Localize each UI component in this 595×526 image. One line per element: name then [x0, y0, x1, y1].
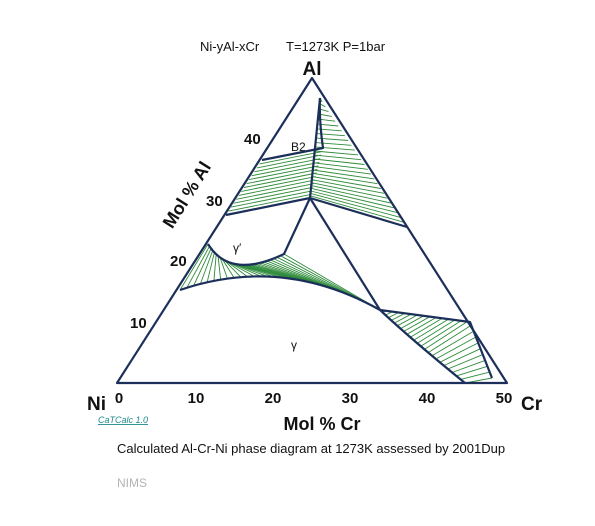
tie-line [456, 365, 488, 377]
bottom-axis-ticks: 0 10 20 30 40 50 [115, 390, 513, 407]
tie-line [313, 162, 368, 170]
gamma-alpha-boundary-upper [379, 308, 494, 379]
tick-label: 30 [342, 390, 359, 407]
tie-line [311, 179, 385, 194]
tie-line [312, 172, 378, 185]
tie-line [403, 316, 431, 332]
corner-label-ni: Ni [87, 394, 106, 415]
tie-line [447, 354, 483, 370]
composition-triangle [115, 76, 509, 385]
tie-line [406, 317, 437, 335]
tie-line [237, 264, 282, 278]
tie-line [193, 248, 212, 286]
tie-line [228, 193, 311, 212]
conditions-label: T=1273K P=1bar [286, 39, 386, 54]
tie-line [217, 255, 222, 280]
corner-label-cr: Cr [521, 394, 543, 415]
tie-line [315, 142, 352, 146]
tie-line [243, 264, 295, 280]
tick-label: 40 [244, 131, 261, 148]
tick-label: 50 [496, 390, 513, 407]
system-label: Ni-yAl-xCr [200, 39, 260, 54]
tie-line [236, 183, 314, 200]
tie-line [410, 317, 443, 338]
tie-line [213, 254, 217, 281]
tie-line [241, 176, 316, 192]
tie-line [443, 348, 481, 367]
three-phase-edge-right [309, 197, 381, 311]
phase-label-b2: B2 [291, 140, 306, 154]
tie-line [435, 336, 477, 360]
tie-line [427, 324, 472, 353]
tie-line [232, 263, 268, 278]
phase-boundaries [179, 97, 494, 384]
phase-label-gamma: γ [291, 338, 297, 352]
tie-line [400, 315, 424, 329]
tie-line [310, 195, 404, 223]
tie-line [413, 318, 449, 341]
tie-line [313, 158, 365, 165]
gamma-alpha-boundary-lower [379, 309, 466, 384]
tie-line [231, 190, 312, 208]
tie-line [391, 312, 406, 321]
tie-line [243, 172, 317, 188]
tie-line [424, 321, 468, 350]
tie-line [249, 165, 319, 181]
tie-line [179, 243, 209, 291]
tie-line [397, 314, 418, 327]
tie-line [251, 161, 320, 177]
tie-lines [179, 97, 493, 384]
tie-line [311, 182, 388, 199]
corner-label-al: Al [303, 59, 322, 80]
tick-label: 10 [130, 315, 147, 332]
tie-line [199, 250, 214, 285]
tick-label: 0 [115, 390, 123, 407]
tie-line [186, 246, 210, 289]
tie-line [310, 192, 401, 218]
tick-label: 40 [419, 390, 436, 407]
tie-line [311, 185, 391, 204]
tie-line [256, 154, 322, 169]
tie-line [206, 252, 215, 283]
tie-line [313, 165, 372, 175]
tie-line [238, 179, 315, 196]
tick-label: 30 [206, 193, 223, 210]
tie-line [314, 154, 362, 161]
tie-line [417, 319, 456, 344]
nims-watermark: NIMS [117, 476, 147, 490]
b2-gammaprime-boundary [225, 196, 311, 217]
tick-label: 20 [265, 390, 282, 407]
tie-line [223, 259, 242, 278]
tie-line [393, 313, 412, 324]
gammaprime-region-boundary [207, 197, 311, 266]
tie-line [246, 168, 318, 185]
phase-label-gamma-prime: γ′ [233, 241, 242, 255]
tie-line [451, 359, 486, 373]
tie-line [460, 371, 490, 380]
tick-label: 10 [188, 390, 205, 407]
tie-line [254, 158, 321, 173]
tie-line [219, 257, 228, 279]
b2-alpha-boundary-lower [309, 196, 408, 229]
gamma-gammaprime-boundary [179, 275, 381, 311]
figure-caption: Calculated Al-Cr-Ni phase diagram at 127… [117, 441, 505, 456]
b2-alpha-boundary-upper [308, 97, 322, 199]
tie-line [439, 342, 479, 363]
tie-line [221, 258, 235, 278]
tie-line [310, 187, 395, 209]
bottom-axis-title: Mol % Cr [283, 414, 360, 434]
tie-line [431, 330, 474, 357]
tie-line [310, 190, 398, 214]
tie-line [312, 169, 375, 180]
tie-line [235, 263, 275, 278]
tick-label: 20 [170, 253, 187, 270]
tie-line [259, 151, 323, 165]
tie-line [233, 186, 313, 204]
tie-line [240, 264, 288, 279]
tie-line [312, 176, 381, 189]
catcalc-logo: CaTCalc 1.0 [98, 415, 148, 425]
tie-line [420, 320, 462, 347]
left-axis-ticks: 10 20 30 40 [130, 131, 261, 332]
